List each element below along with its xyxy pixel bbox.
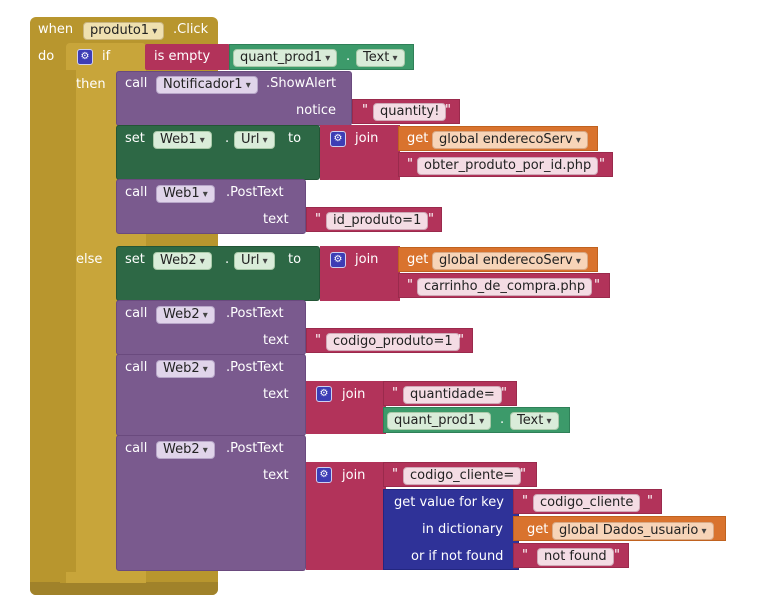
variable-dropdown-enderecoserv[interactable]: global enderecoServ <box>432 131 588 149</box>
component-dropdown-web2[interactable]: Web2 <box>153 252 212 270</box>
set-label: set <box>125 252 145 267</box>
quote-close: " <box>445 103 451 118</box>
component-dropdown-web2[interactable]: Web2 <box>156 441 215 459</box>
event-name-label: .Click <box>173 22 209 37</box>
else-label: else <box>76 252 103 267</box>
quote-close: " <box>599 157 605 172</box>
join-label: join <box>355 252 379 267</box>
in-dictionary-label: in dictionary <box>422 522 503 537</box>
get-value-for-key-label: get value for key <box>394 495 504 510</box>
string-value-id-produto[interactable]: id_produto=1 <box>326 212 429 230</box>
string-value-quantity[interactable]: quantity! <box>373 103 447 121</box>
component-dropdown-quant-prod1[interactable]: quant_prod1 <box>233 49 338 67</box>
when-label: when <box>38 22 74 37</box>
dot-label: . <box>346 49 351 64</box>
quote-close: " <box>501 386 507 401</box>
component-dropdown-produto1[interactable]: produto1 <box>83 22 165 40</box>
method-label-posttext: .PostText <box>226 441 284 456</box>
string-value-not-found[interactable]: not found <box>537 548 614 566</box>
do-label: do <box>38 49 55 64</box>
if-label: if <box>102 49 111 64</box>
quote-open: " <box>522 548 528 563</box>
variable-dropdown-dados-usuario[interactable]: global Dados_usuario <box>552 522 714 540</box>
is-empty-label: is empty <box>154 49 211 64</box>
string-value-codigo-produto[interactable]: codigo_produto=1 <box>326 333 460 351</box>
dot-label: . <box>500 412 505 427</box>
get-label: get <box>407 131 429 146</box>
join-label: join <box>355 131 379 146</box>
mutator-gear-icon[interactable]: ⚙ <box>316 386 332 402</box>
property-dropdown-text[interactable]: Text <box>510 412 559 430</box>
variable-dropdown-enderecoserv[interactable]: global enderecoServ <box>432 252 588 270</box>
quote-close: " <box>594 278 600 293</box>
set-web2-url-block[interactable] <box>116 246 320 301</box>
method-label-posttext: .PostText <box>226 306 284 321</box>
call-label: call <box>125 185 148 200</box>
string-value-obter-produto[interactable]: obter_produto_por_id.php <box>417 157 599 175</box>
notice-label: notice <box>296 103 337 118</box>
if-block-bottom <box>66 572 146 583</box>
call-label: call <box>125 360 148 375</box>
component-dropdown-notificador1[interactable]: Notificador1 <box>156 76 258 94</box>
string-value-carrinho[interactable]: carrinho_de_compra.php <box>417 278 593 296</box>
method-label-showalert: .ShowAlert <box>266 76 337 91</box>
mutator-gear-icon[interactable]: ⚙ <box>316 467 332 483</box>
quote-open: " <box>315 333 321 348</box>
mutator-gear-icon[interactable]: ⚙ <box>77 49 93 65</box>
event-bottom-bar <box>30 582 218 595</box>
method-label-posttext: .PostText <box>226 360 284 375</box>
component-dropdown-web2[interactable]: Web2 <box>156 360 215 378</box>
then-label: then <box>76 77 106 92</box>
call-label: call <box>125 76 148 91</box>
mutator-gear-icon[interactable]: ⚙ <box>330 252 346 268</box>
text-param-label: text <box>263 387 289 402</box>
text-param-label: text <box>263 333 289 348</box>
quote-open: " <box>522 494 528 509</box>
is-empty-block[interactable] <box>145 44 230 70</box>
dot-label: . <box>225 252 230 267</box>
mutator-gear-icon[interactable]: ⚙ <box>330 131 346 147</box>
quote-open: " <box>392 467 398 482</box>
get-label: get <box>407 252 429 267</box>
property-dropdown-url[interactable]: Url <box>234 252 275 270</box>
property-dropdown-text[interactable]: Text <box>356 49 405 67</box>
quote-close: " <box>520 467 526 482</box>
method-label-posttext: .PostText <box>226 185 284 200</box>
quote-open: " <box>315 212 321 227</box>
quote-open: " <box>407 278 413 293</box>
if-block-spine <box>66 70 76 575</box>
component-dropdown-web1[interactable]: Web1 <box>153 131 212 149</box>
join-label: join <box>342 387 366 402</box>
component-dropdown-web2[interactable]: Web2 <box>156 306 215 324</box>
call-label: call <box>125 306 148 321</box>
quote-open: " <box>407 157 413 172</box>
quote-open: " <box>362 103 368 118</box>
to-label: to <box>288 252 302 267</box>
quote-close: " <box>614 548 620 563</box>
quote-close: " <box>428 212 434 227</box>
quote-open: " <box>392 386 398 401</box>
quote-close: " <box>647 494 653 509</box>
call-label: call <box>125 441 148 456</box>
string-value-codigo-cliente[interactable]: codigo_cliente= <box>403 467 522 485</box>
text-param-label: text <box>263 468 289 483</box>
dot-label: . <box>225 131 230 146</box>
or-if-not-found-label: or if not found <box>411 549 504 564</box>
text-param-label: text <box>263 212 289 227</box>
property-dropdown-url[interactable]: Url <box>234 131 275 149</box>
component-dropdown-quant-prod1[interactable]: quant_prod1 <box>387 412 492 430</box>
get-label: get <box>527 522 549 537</box>
string-value-key-codigo-cliente[interactable]: codigo_cliente <box>533 494 641 512</box>
quote-close: " <box>458 333 464 348</box>
component-dropdown-web1[interactable]: Web1 <box>156 185 215 203</box>
set-label: set <box>125 131 145 146</box>
string-value-quantidade[interactable]: quantidade= <box>403 386 502 404</box>
join-label: join <box>342 468 366 483</box>
to-label: to <box>288 131 302 146</box>
event-do-body <box>60 43 68 583</box>
